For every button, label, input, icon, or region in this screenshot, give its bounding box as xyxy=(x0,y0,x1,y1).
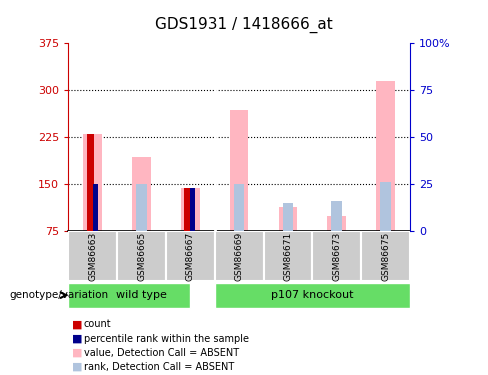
Bar xyxy=(264,231,312,281)
Bar xyxy=(68,231,117,281)
Bar xyxy=(331,201,342,231)
Text: ■: ■ xyxy=(72,348,82,358)
Bar xyxy=(68,283,190,308)
Text: GSM86669: GSM86669 xyxy=(235,231,244,280)
Bar xyxy=(215,43,264,231)
Bar xyxy=(68,43,117,231)
Bar xyxy=(83,134,102,231)
Bar xyxy=(166,231,215,281)
Text: GSM86675: GSM86675 xyxy=(381,231,390,280)
Bar xyxy=(117,43,166,231)
Bar xyxy=(117,231,166,281)
Bar xyxy=(380,182,391,231)
Bar xyxy=(87,134,94,231)
Bar xyxy=(190,188,195,231)
Bar xyxy=(136,184,147,231)
Text: ■: ■ xyxy=(72,320,82,329)
Bar xyxy=(283,202,293,231)
Bar xyxy=(312,43,361,231)
Text: count: count xyxy=(84,320,112,329)
Bar xyxy=(215,283,410,308)
Text: rank, Detection Call = ABSENT: rank, Detection Call = ABSENT xyxy=(84,362,234,372)
Text: GDS1931 / 1418666_at: GDS1931 / 1418666_at xyxy=(155,17,333,33)
Text: genotype/variation: genotype/variation xyxy=(10,290,109,300)
Text: GSM86671: GSM86671 xyxy=(284,231,292,280)
Bar xyxy=(327,216,346,231)
Bar xyxy=(279,207,297,231)
Text: GSM86667: GSM86667 xyxy=(186,231,195,280)
Text: GSM86665: GSM86665 xyxy=(137,231,146,280)
Text: p107 knockout: p107 knockout xyxy=(271,290,354,300)
Text: ■: ■ xyxy=(72,362,82,372)
Text: value, Detection Call = ABSENT: value, Detection Call = ABSENT xyxy=(84,348,239,358)
Bar xyxy=(230,110,248,231)
Bar xyxy=(264,43,312,231)
Bar xyxy=(361,43,410,231)
Bar xyxy=(376,81,395,231)
Text: wild type: wild type xyxy=(116,290,167,300)
Bar xyxy=(181,188,200,231)
Bar xyxy=(361,231,410,281)
Bar xyxy=(234,184,244,231)
Bar xyxy=(184,188,191,231)
Text: GSM86673: GSM86673 xyxy=(332,231,341,280)
Bar xyxy=(166,43,215,231)
Bar xyxy=(312,231,361,281)
Bar xyxy=(93,184,98,231)
Text: ■: ■ xyxy=(72,334,82,344)
Text: GSM86663: GSM86663 xyxy=(88,231,97,280)
Bar xyxy=(132,157,151,231)
Bar xyxy=(215,231,264,281)
Text: percentile rank within the sample: percentile rank within the sample xyxy=(84,334,249,344)
